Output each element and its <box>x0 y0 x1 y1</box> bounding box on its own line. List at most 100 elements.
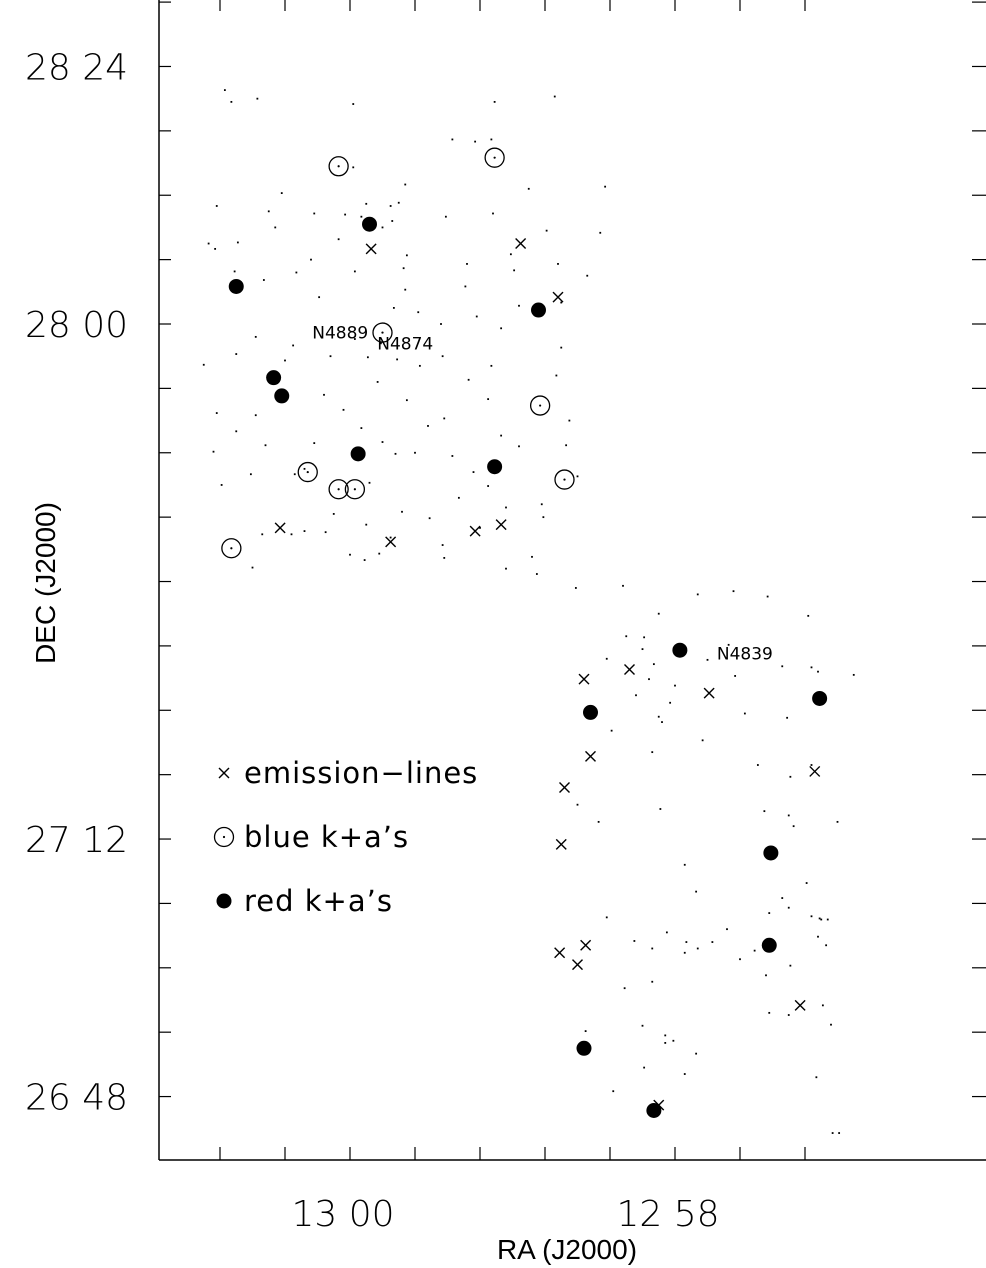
galaxy-point <box>378 552 381 555</box>
dot-mark <box>323 393 325 396</box>
galaxy-point <box>264 444 267 447</box>
data-marks <box>202 89 855 1134</box>
red-ka-point <box>812 690 828 706</box>
dot-mark <box>643 636 646 639</box>
dot-mark <box>726 928 728 931</box>
galaxy-point <box>280 192 283 194</box>
red-ka-point <box>362 216 377 232</box>
dot-mark <box>487 485 490 487</box>
galaxy-point <box>490 364 493 367</box>
dot-mark <box>825 944 828 947</box>
dot-mark <box>792 825 795 828</box>
galaxy-point <box>612 1090 615 1093</box>
y-tick-label: 28 24 <box>25 47 128 88</box>
galaxy-point <box>584 1030 587 1033</box>
circle-dot <box>353 488 356 491</box>
dot-mark <box>292 344 295 347</box>
dot-mark <box>262 279 265 281</box>
dot-mark <box>457 496 460 499</box>
dot-mark <box>789 964 792 967</box>
galaxy-point <box>441 544 444 546</box>
galaxy-point <box>727 643 730 646</box>
emission-line-point <box>495 519 507 531</box>
galaxy-point <box>576 803 579 806</box>
dot-mark <box>500 434 503 437</box>
x-tick-label: 13 00 <box>291 1194 394 1235</box>
dot-mark <box>441 544 444 546</box>
dot-mark <box>826 918 829 921</box>
dot-mark <box>280 192 283 194</box>
galaxy-point <box>389 205 392 207</box>
galaxy-point <box>683 863 686 866</box>
galaxy-point <box>820 918 823 921</box>
cross-stroke <box>274 522 286 534</box>
dot-mark <box>852 673 855 676</box>
dot-mark <box>781 897 784 899</box>
dot-mark <box>674 684 676 687</box>
dot-mark <box>365 202 368 205</box>
filled-disc <box>531 302 546 318</box>
galaxy-point <box>479 526 481 529</box>
dot-mark <box>261 533 264 536</box>
galaxy-point <box>236 241 239 244</box>
galaxy-point <box>284 359 286 362</box>
dot-mark <box>360 215 363 218</box>
circle-dot <box>230 547 233 550</box>
dot-mark <box>368 481 371 484</box>
dot-mark <box>212 450 215 453</box>
dot-mark <box>490 138 493 141</box>
emission-line-point <box>580 939 592 951</box>
dot-mark <box>610 729 613 732</box>
dot-mark <box>467 378 470 381</box>
dot-mark <box>661 721 663 723</box>
filled-disc <box>583 704 598 720</box>
galaxy-point <box>768 1011 771 1014</box>
galaxy-point <box>254 414 257 417</box>
cross-stroke <box>559 782 570 794</box>
galaxy-point <box>641 1024 644 1027</box>
galaxy-point <box>500 434 503 437</box>
galaxy-point <box>444 215 447 218</box>
galaxy-point <box>695 890 698 893</box>
circle-dot <box>563 478 566 481</box>
galaxy-point <box>404 183 407 186</box>
dot-mark <box>623 987 626 990</box>
emission-line-point <box>585 750 596 762</box>
dot-mark <box>535 573 538 575</box>
dot-mark <box>599 231 602 234</box>
galaxy-point <box>768 912 771 914</box>
dot-mark <box>295 271 298 274</box>
galaxy-point <box>739 958 741 961</box>
dot-mark <box>531 555 533 558</box>
galaxy-point <box>475 315 478 318</box>
circle-ring <box>484 147 505 168</box>
galaxy-point <box>826 918 829 921</box>
dot-mark <box>490 364 493 367</box>
dot-mark <box>734 675 737 677</box>
dot-mark <box>584 1030 587 1033</box>
dot-mark <box>202 363 205 366</box>
dot-mark <box>391 220 394 222</box>
circle-dot <box>381 331 384 334</box>
cross-stroke <box>218 767 230 779</box>
dot-mark <box>651 980 654 983</box>
dot-mark <box>669 701 672 704</box>
cross-stroke <box>809 765 821 777</box>
dot-mark <box>220 484 223 486</box>
galaxy-point <box>394 452 397 455</box>
circle-ring <box>328 156 349 177</box>
galaxy-point <box>451 138 454 141</box>
dot-mark <box>451 138 454 141</box>
galaxy-point <box>256 97 259 100</box>
dot-mark <box>787 814 790 817</box>
dot-mark <box>683 1073 686 1075</box>
emission-line-point <box>365 243 377 255</box>
dot-mark <box>352 166 355 169</box>
cross-stroke <box>580 939 592 951</box>
red-ka-point <box>672 642 688 658</box>
galaxy-point <box>310 258 312 261</box>
dot-mark <box>365 523 368 526</box>
dot-mark <box>701 739 704 742</box>
circle-ring <box>529 395 551 416</box>
red-ka-point <box>228 278 244 294</box>
